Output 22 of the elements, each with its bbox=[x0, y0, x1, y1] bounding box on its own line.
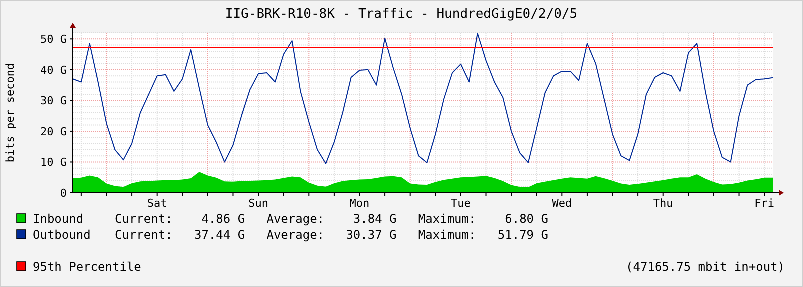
legend-label: Outbound bbox=[33, 228, 91, 242]
y-tick-label: 20 G bbox=[40, 125, 67, 138]
text: Current: 37.44 G Average: 30.37 G Maximum: 51.79 G bbox=[115, 228, 548, 242]
y-tick-label: 0 bbox=[60, 186, 67, 200]
y-tick-label: 10 G bbox=[40, 156, 67, 170]
x-tick-label: Fri bbox=[754, 197, 775, 210]
text: Current: 4.86 G Average: 3.84 G Maximum: 6.80 G bbox=[115, 212, 548, 226]
x-tick-label: Sat bbox=[147, 197, 168, 210]
legend-label: 95th Percentile bbox=[33, 260, 142, 274]
text: (47165.75 mbit in+out) bbox=[626, 260, 785, 274]
chart-title: IIG-BRK-R10-8K - Traffic - HundredGigE0/2/0/5 bbox=[225, 7, 578, 22]
y-axis-title: bits per second bbox=[4, 63, 17, 163]
y-tick-label: 50 G bbox=[40, 33, 67, 46]
x-tick-label: Thu bbox=[653, 197, 674, 210]
y-tick-label: 30 G bbox=[40, 94, 67, 108]
x-tick-label: Mon bbox=[350, 197, 370, 210]
line-series bbox=[72, 33, 774, 164]
x-tick-label: Wed bbox=[552, 197, 572, 210]
y-tick-label: 40 G bbox=[40, 64, 67, 77]
legend-label: Inbound bbox=[33, 212, 84, 226]
x-tick-label: Tue bbox=[451, 197, 471, 210]
x-tick-label: Sun bbox=[248, 197, 268, 210]
